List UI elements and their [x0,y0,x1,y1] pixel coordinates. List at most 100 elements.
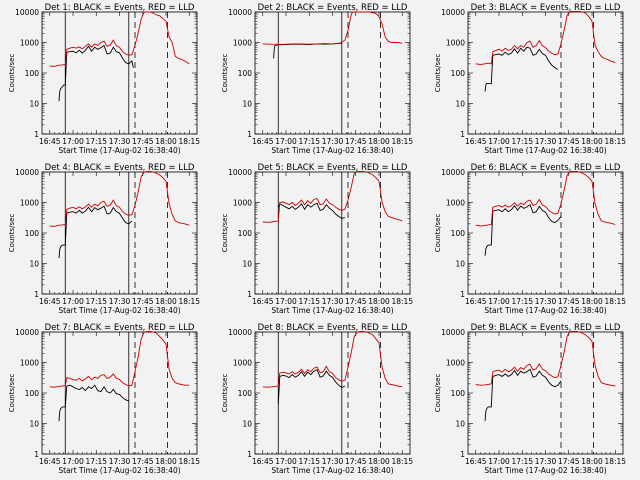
x-axis-label: Start Time (17-Aug-02 16:38:40) [271,306,393,315]
y-tick-label: 1000 [20,359,39,368]
x-tick-label: 17:15 [511,137,533,146]
x-tick-label: 18:00 [581,137,603,146]
x-tick-label: 17:15 [85,457,107,466]
y-tick-label: 100 [238,69,253,78]
y-axis-label: Counts/sec [434,214,442,253]
x-tick-label: 17:15 [511,457,533,466]
x-tick-label: 16:45 [252,457,274,466]
x-axis-label: Start Time (17-Aug-02 16:38:40) [271,146,393,155]
chart-panel-8: Det 8: BLACK = Events, RED = LLD 1 10 100 10… [221,323,413,475]
y-tick-label: 10 [242,420,252,429]
x-tick-label: 18:15 [604,297,626,306]
series-line-events [58,384,129,422]
y-tick-label: 10 [29,260,39,269]
x-tick-label: 17:30 [535,137,557,146]
x-tick-label: 16:45 [252,137,274,146]
y-tick-label: 1 [460,130,465,139]
y-tick-label: 10 [455,100,465,109]
y-tick-label: 10 [242,260,252,269]
series-line-events [484,368,562,422]
x-axis-label: Start Time (17-Aug-02 16:38:40) [484,306,606,315]
x-tick-label: 18:00 [155,137,177,146]
chart-panel-6: Det 6: BLACK = Events, RED = LLD 1 10 100 10… [434,163,626,315]
x-tick-label: 17:15 [511,297,533,306]
x-tick-label: 17:45 [132,297,154,306]
y-tick-label: 100 [25,69,40,78]
x-tick-label: 17:15 [298,457,320,466]
y-tick-label: 1 [460,450,465,459]
y-tick-label: 100 [451,389,466,398]
x-tick-label: 18:15 [604,457,626,466]
x-tick-label: 17:45 [132,457,154,466]
y-tick-label: 10000 [228,328,252,337]
y-tick-label: 1 [247,450,252,459]
series-line-events [277,202,346,219]
x-tick-label: 16:45 [465,297,487,306]
y-tick-label: 100 [451,229,466,238]
x-tick-label: 16:45 [39,137,61,146]
series-line-events [58,205,133,259]
x-tick-label: 18:15 [178,137,200,146]
y-tick-label: 100 [25,229,40,238]
x-tick-label: 17:15 [85,137,107,146]
chart-title: Det 2: BLACK = Events, RED = LLD [258,3,408,13]
y-tick-label: 100 [451,69,466,78]
x-tick-label: 17:00 [488,457,510,466]
y-tick-label: 100 [238,389,253,398]
x-tick-label: 18:00 [368,297,390,306]
x-tick-label: 18:15 [178,457,200,466]
y-axis-label: Counts/sec [434,374,442,413]
x-tick-label: 17:00 [62,297,84,306]
series-line-lld [262,170,403,223]
y-tick-label: 10000 [15,168,39,177]
series-line-events [273,42,342,59]
y-axis-label: Counts/sec [221,54,229,93]
series-line-events [484,46,559,92]
chart-title: Det 1: BLACK = Events, RED = LLD [45,3,195,13]
y-tick-label: 10 [242,100,252,109]
x-axis-label: Start Time (17-Aug-02 16:38:40) [58,466,180,475]
y-axis-label: Counts/sec [221,374,229,413]
y-tick-label: 1000 [446,199,465,208]
x-tick-label: 17:45 [345,297,367,306]
x-tick-label: 18:00 [368,137,390,146]
x-tick-label: 16:45 [465,457,487,466]
x-axis-label: Start Time (17-Aug-02 16:38:40) [484,466,606,475]
x-tick-label: 17:00 [275,457,297,466]
y-tick-label: 1000 [446,359,465,368]
chart-title: Det 5: BLACK = Events, RED = LLD [258,163,408,173]
x-tick-label: 17:30 [109,137,131,146]
y-axis-label: Counts/sec [8,54,16,93]
x-tick-label: 17:15 [298,137,320,146]
y-axis-label: Counts/sec [221,214,229,253]
x-tick-label: 18:00 [155,457,177,466]
series-line-lld [49,11,190,67]
y-tick-label: 1 [34,130,39,139]
chart-title: Det 9: BLACK = Events, RED = LLD [471,323,621,333]
x-tick-label: 17:30 [109,297,131,306]
y-tick-label: 10 [29,420,39,429]
plot-frame [467,171,624,295]
chart-title: Det 6: BLACK = Events, RED = LLD [471,163,621,173]
x-tick-label: 17:00 [275,137,297,146]
plot-frame [467,11,624,135]
x-tick-label: 17:00 [488,297,510,306]
y-tick-label: 10000 [441,168,465,177]
series-line-lld [49,330,190,388]
y-tick-label: 10 [455,420,465,429]
series-line-events [484,203,562,256]
series-line-lld [262,330,403,388]
x-tick-label: 18:15 [391,137,413,146]
x-tick-label: 18:15 [391,457,413,466]
x-tick-label: 18:15 [178,297,200,306]
y-tick-label: 1000 [233,199,252,208]
y-tick-label: 1 [247,130,252,139]
chart-title: Det 3: BLACK = Events, RED = LLD [471,3,621,13]
x-tick-label: 16:45 [39,297,61,306]
x-tick-label: 17:30 [322,137,344,146]
series-line-events [58,44,134,102]
x-tick-label: 17:45 [345,457,367,466]
series-line-lld [262,11,403,45]
y-tick-label: 1000 [233,359,252,368]
